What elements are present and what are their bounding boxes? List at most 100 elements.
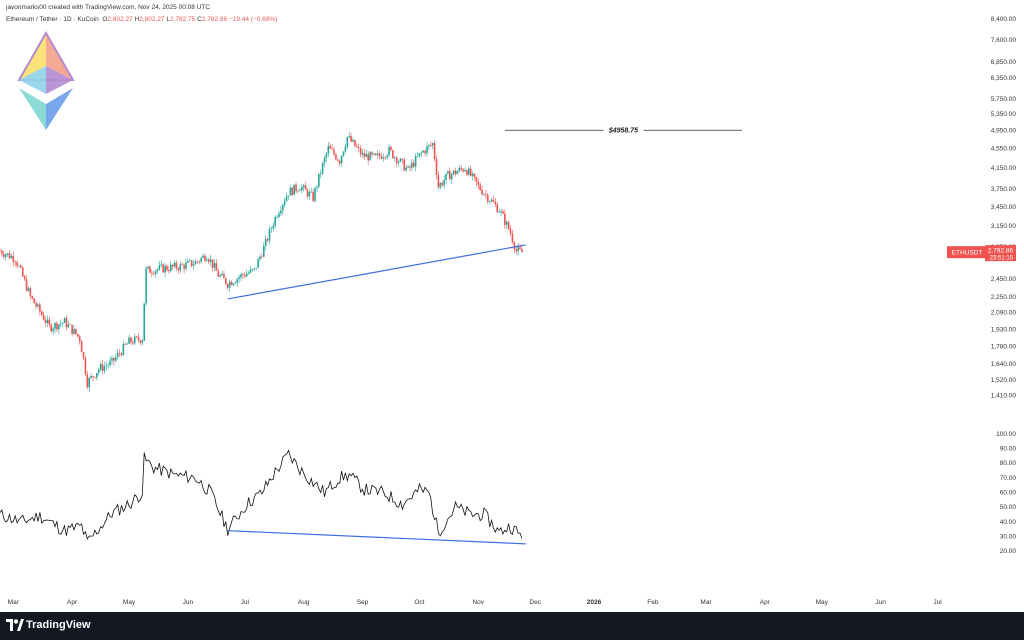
- candle-body: [397, 161, 400, 164]
- candle-body: [515, 249, 518, 252]
- candle-body: [54, 322, 56, 329]
- oscillator-tick-label: 90.00: [1000, 446, 1017, 453]
- candle-body: [380, 156, 383, 159]
- candle-body: [287, 195, 290, 197]
- candle-body: [209, 259, 212, 262]
- price-tick-label: 2,250.00: [991, 294, 1017, 301]
- candle-body: [354, 139, 356, 147]
- candle-body: [505, 221, 508, 225]
- candle-body: [473, 173, 476, 178]
- time-tick-label: Oct: [414, 599, 424, 606]
- chart-credit: javonmarks00 created with TradingView.co…: [6, 4, 211, 11]
- candle-body: [268, 228, 271, 241]
- candle-body: [0, 250, 1, 252]
- candle-body: [31, 296, 34, 299]
- candle-body: [371, 152, 373, 155]
- candle-body: [198, 261, 201, 263]
- candle-body: [306, 189, 309, 197]
- candle-body: [300, 187, 303, 191]
- candle-body: [327, 146, 330, 154]
- candle-body: [409, 166, 411, 168]
- candle-body: [386, 155, 388, 158]
- candle-body: [35, 303, 37, 307]
- price-tick-label: 3,450.00: [991, 204, 1017, 211]
- time-tick-label: Feb: [647, 599, 659, 606]
- candle-body: [168, 270, 170, 271]
- candle-body: [295, 184, 297, 191]
- candle-body: [116, 352, 119, 358]
- candle-body: [94, 377, 96, 378]
- candle-body: [418, 153, 421, 157]
- candle-body: [156, 269, 159, 271]
- oscillator-tick-label: 40.00: [1000, 519, 1017, 526]
- candle-body: [352, 139, 354, 142]
- candle-body: [77, 334, 79, 337]
- candle-body: [511, 233, 514, 243]
- tradingview-logo-icon: [6, 619, 24, 631]
- symbol-badge: [947, 246, 987, 259]
- candle-body: [113, 357, 115, 361]
- candle-body: [412, 162, 415, 167]
- candle-body: [500, 211, 502, 213]
- target-level-label: $4958.75: [608, 128, 638, 135]
- candle-body: [388, 146, 390, 156]
- candle-body: [61, 322, 64, 324]
- candle-body: [58, 324, 60, 330]
- price-tick-label: 5,350.00: [991, 111, 1017, 118]
- candle-body: [135, 336, 138, 338]
- candle-body: [21, 267, 24, 277]
- candle-body: [213, 263, 216, 268]
- candle-body: [44, 320, 47, 324]
- time-tick-label: 2026: [587, 599, 602, 606]
- chart-canvas[interactable]: 8,400.00 7,600.00 6,850.00 6,350.00 5,750.00…: [0, 0, 1024, 612]
- candle-body: [86, 374, 89, 388]
- time-tick-label: Jun: [183, 599, 194, 606]
- candle-body: [101, 364, 104, 371]
- candle-body: [308, 192, 311, 197]
- candle-body: [439, 183, 442, 188]
- oscillator-trendline: [227, 530, 526, 545]
- price-tick-label: 5,750.00: [991, 96, 1017, 103]
- high-label: H: [134, 16, 140, 23]
- candle-body: [384, 157, 387, 158]
- candle-body: [8, 253, 11, 259]
- candle-body: [137, 336, 140, 341]
- candle-body: [519, 247, 521, 249]
- candle-body: [114, 357, 117, 361]
- candle-body: [367, 154, 369, 161]
- candle-body: [338, 160, 341, 164]
- time-tick-label: Nov: [472, 599, 484, 606]
- candle-body: [145, 268, 147, 304]
- candle-body: [488, 201, 491, 203]
- candle-body: [181, 264, 183, 265]
- candle-body: [411, 162, 413, 168]
- candle-body: [42, 315, 45, 321]
- candle-body: [97, 369, 100, 374]
- candle-body: [464, 170, 466, 172]
- time-tick-label: May: [123, 599, 136, 606]
- candle-body: [481, 189, 483, 195]
- low-value: 2,782.75: [170, 16, 196, 23]
- candle-body: [321, 163, 324, 174]
- candle-body: [498, 212, 500, 213]
- candle-body: [460, 167, 462, 170]
- candle-body: [299, 190, 301, 191]
- candle-body: [207, 259, 210, 262]
- target-level-label-bg: [603, 125, 644, 136]
- candle-body: [266, 239, 269, 241]
- candle-body: [422, 150, 425, 153]
- candle-body: [63, 318, 66, 323]
- candle-body: [403, 159, 406, 171]
- candle-body: [437, 175, 440, 188]
- candle-body: [297, 190, 299, 192]
- candle-body: [348, 136, 351, 137]
- candle-body: [393, 157, 396, 159]
- bar-countdown: 23:51:15: [990, 256, 1014, 262]
- oscillator-tick-label: 80.00: [1000, 460, 1017, 467]
- candle-body: [228, 281, 231, 288]
- candle-body: [50, 324, 53, 332]
- candle-body: [331, 148, 333, 150]
- candle-body: [431, 143, 434, 146]
- candle-body: [257, 259, 259, 268]
- price-tick-label: 2,090.00: [991, 310, 1017, 317]
